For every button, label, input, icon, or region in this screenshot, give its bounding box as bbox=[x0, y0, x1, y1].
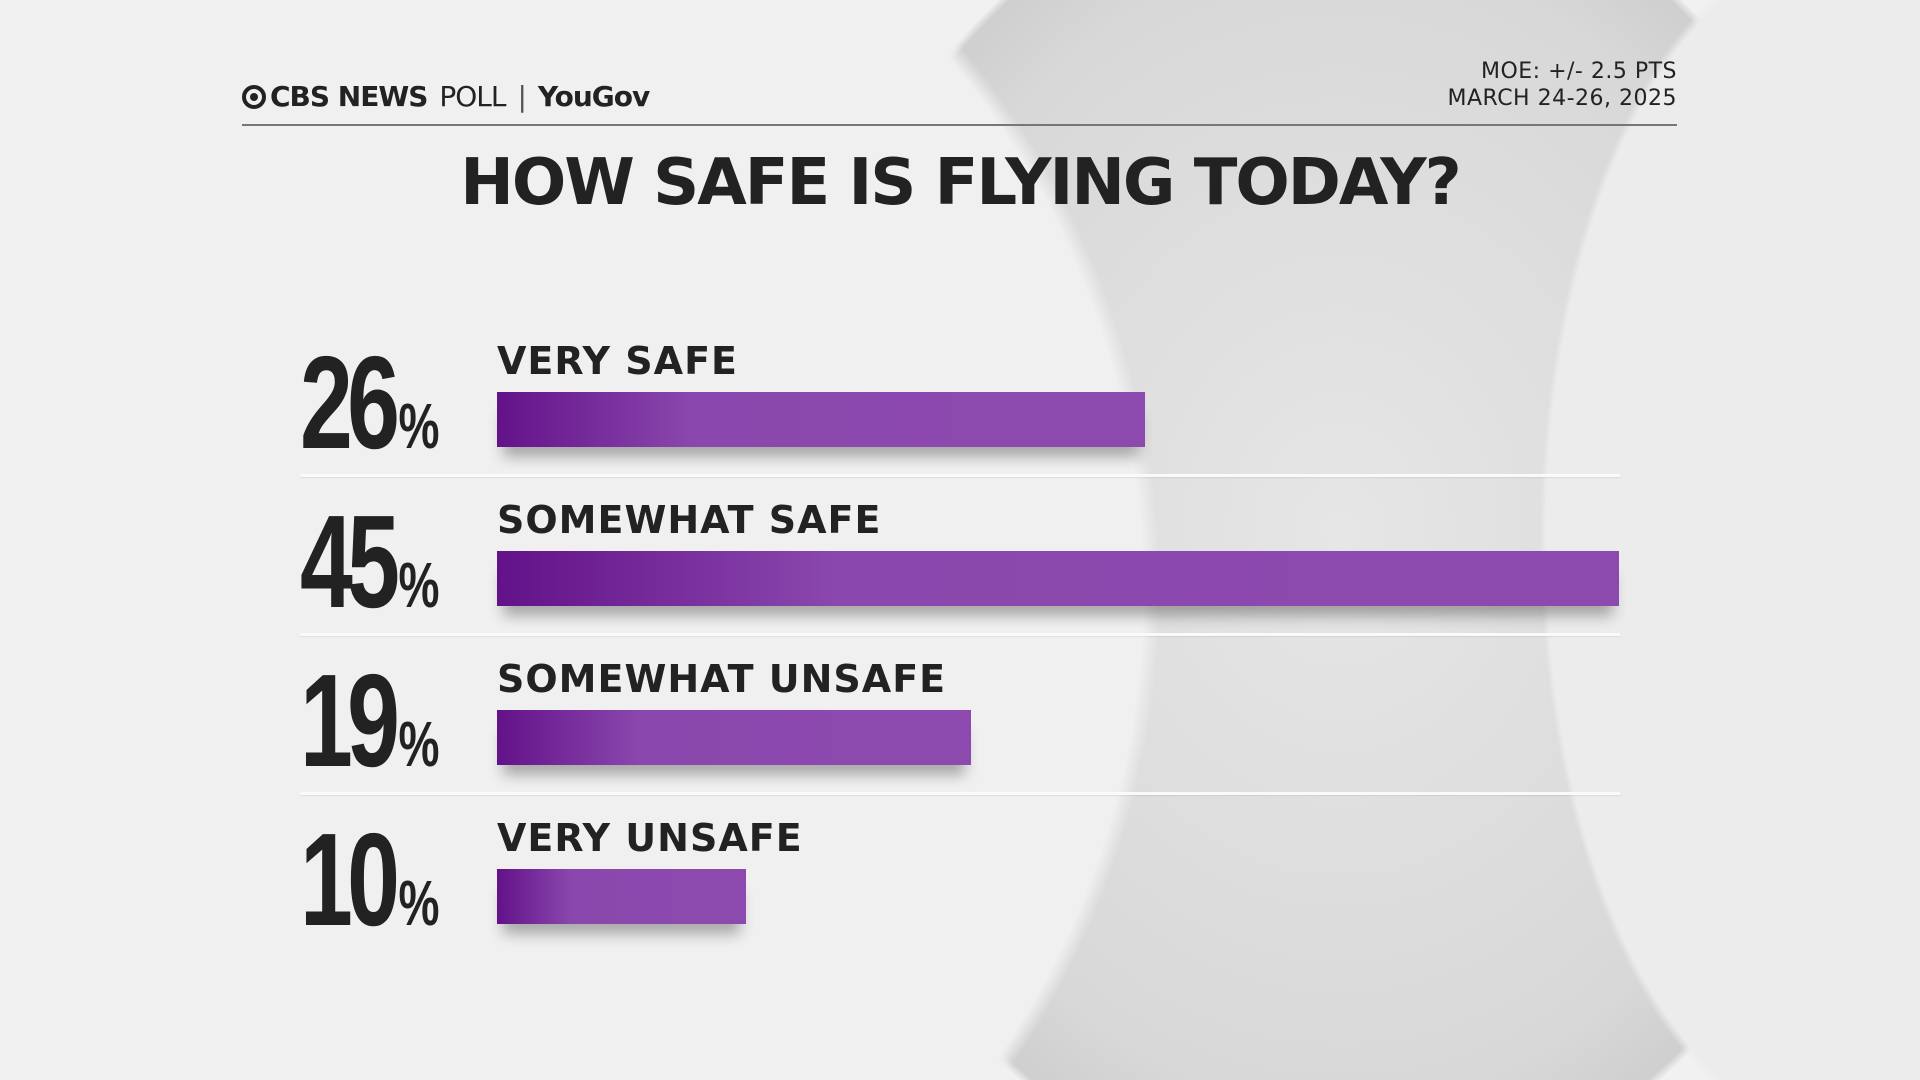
category-label: SOMEWHAT UNSAFE bbox=[497, 657, 947, 701]
value-number: 19 bbox=[300, 647, 400, 794]
bar-row: 45% SOMEWHAT SAFE bbox=[300, 496, 1620, 636]
row-divider bbox=[300, 633, 1620, 636]
value-number: 45 bbox=[300, 488, 400, 635]
poll-date: MARCH 24-26, 2025 bbox=[1447, 86, 1677, 111]
bar bbox=[497, 551, 1619, 606]
bar-row: 10% VERY UNSAFE bbox=[300, 814, 1620, 954]
poll-meta: MOE: +/- 2.5 PTS MARCH 24-26, 2025 bbox=[1447, 58, 1677, 112]
bar bbox=[497, 710, 971, 765]
category-label: VERY UNSAFE bbox=[497, 816, 803, 860]
percent-sign: % bbox=[398, 708, 440, 780]
value-label: 10% bbox=[300, 814, 439, 969]
logo: CBS NEWS POLL | YouGov bbox=[242, 80, 650, 113]
value-number: 26 bbox=[300, 329, 400, 476]
divider: | bbox=[517, 80, 526, 113]
header: CBS NEWS POLL | YouGov MOE: +/- 2.5 PTS … bbox=[242, 59, 1677, 126]
category-label: SOMEWHAT SAFE bbox=[497, 498, 882, 542]
value-number: 10 bbox=[300, 806, 400, 953]
bar bbox=[497, 392, 1146, 447]
brand-poll: POLL bbox=[439, 80, 506, 113]
percent-sign: % bbox=[398, 390, 440, 462]
brand-partner: YouGov bbox=[537, 80, 650, 113]
bar bbox=[497, 869, 747, 924]
margin-of-error: MOE: +/- 2.5 PTS bbox=[1480, 59, 1677, 84]
brand-cbs: CBS NEWS bbox=[270, 80, 428, 113]
row-divider bbox=[300, 792, 1620, 795]
percent-sign: % bbox=[398, 549, 440, 621]
value-label: 19% bbox=[300, 655, 439, 810]
value-label: 26% bbox=[300, 337, 439, 492]
cbs-eye-icon bbox=[242, 84, 266, 109]
chart-title: HOW SAFE IS FLYING TODAY? bbox=[460, 146, 1462, 220]
bar-row: 19% SOMEWHAT UNSAFE bbox=[300, 655, 1620, 795]
bar-row: 26% VERY SAFE bbox=[300, 337, 1620, 477]
row-divider bbox=[300, 474, 1620, 477]
category-label: VERY SAFE bbox=[497, 339, 738, 383]
percent-sign: % bbox=[398, 867, 440, 939]
value-label: 45% bbox=[300, 496, 439, 651]
